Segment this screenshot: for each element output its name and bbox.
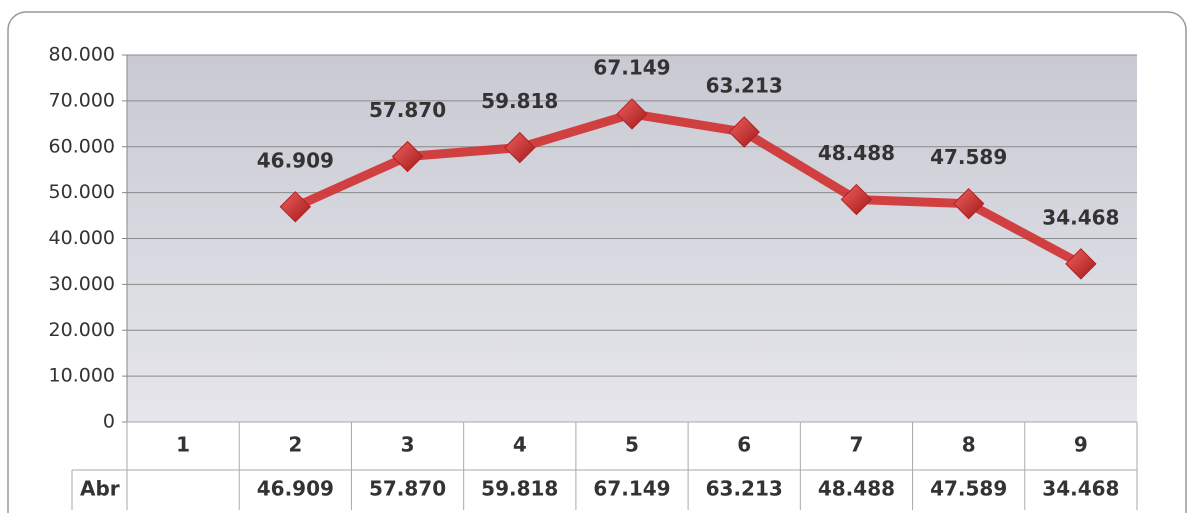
x-tick-label: 4: [513, 433, 527, 457]
y-tick-label: 30.000: [49, 273, 115, 295]
data-label: 34.468: [1042, 205, 1119, 229]
y-tick-label: 40.000: [49, 227, 115, 249]
y-tick-label: 60.000: [49, 135, 115, 157]
table-value: 67.149: [593, 477, 670, 501]
table-value: 47.589: [930, 477, 1007, 501]
y-tick-label: 0: [103, 411, 115, 433]
y-tick-label: 20.000: [49, 319, 115, 341]
marker: [504, 131, 536, 164]
x-tick-label: 5: [625, 433, 639, 457]
x-tick-label: 6: [737, 433, 751, 457]
data-label: 47.589: [930, 145, 1007, 169]
table-value: 57.870: [369, 477, 446, 501]
table-value: 59.818: [481, 477, 558, 501]
x-tick-label: 7: [849, 433, 863, 457]
marker: [279, 191, 312, 223]
x-tick-label: 3: [401, 433, 415, 457]
y-tick-label: 70.000: [49, 89, 115, 111]
table-value: 48.488: [818, 477, 895, 501]
marker: [840, 183, 873, 216]
table-value: 46.909: [257, 477, 334, 501]
series-line: [293, 109, 1084, 268]
marker: [728, 116, 760, 148]
x-tick-label: 2: [288, 433, 302, 457]
table-value: 34.468: [1042, 477, 1119, 501]
table-value: 63.213: [706, 477, 783, 501]
y-tick-label: 80.000: [49, 44, 115, 66]
data-label: 67.149: [593, 55, 670, 79]
marker: [952, 187, 985, 220]
x-tick-label: 1: [176, 433, 190, 457]
frame: [7, 11, 1187, 513]
y-tick-label: 10.000: [49, 365, 115, 387]
data-label: 46.909: [257, 148, 334, 172]
data-label: 59.818: [481, 89, 558, 113]
marker: [1065, 248, 1097, 280]
marker: [616, 98, 648, 130]
x-tick-label: 9: [1074, 433, 1088, 457]
data-label: 63.213: [706, 74, 783, 98]
data-label: 48.488: [818, 141, 895, 165]
data-label: 57.870: [369, 98, 446, 122]
x-tick-label: 8: [962, 433, 976, 457]
marker: [391, 140, 424, 173]
y-tick-label: 50.000: [49, 181, 115, 203]
table-series-name: Abr: [80, 477, 120, 501]
